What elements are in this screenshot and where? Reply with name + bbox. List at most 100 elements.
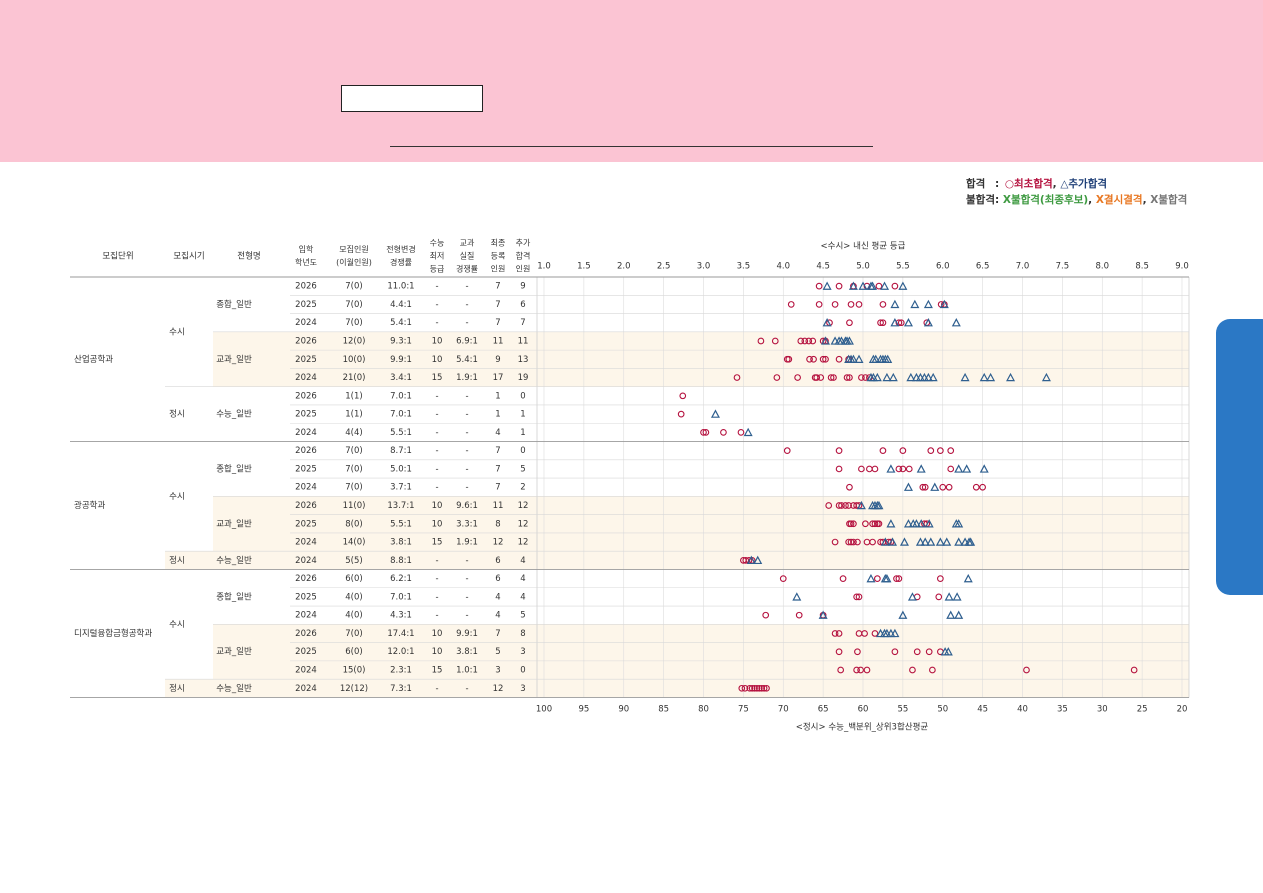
side-tab[interactable] xyxy=(1216,319,1263,595)
cell-csat-0: - xyxy=(435,282,438,292)
extra-pass-mark-5-15 xyxy=(1041,372,1051,382)
extra-pass-mark-5-5 xyxy=(906,372,916,382)
first-pass-mark-21-5 xyxy=(929,666,936,674)
cell-quota-10: 7(0) xyxy=(345,464,362,474)
bottom-tick-1: 95 xyxy=(578,705,589,715)
cell-practical-9: - xyxy=(465,446,468,456)
first-pass-mark-8-3 xyxy=(737,429,745,436)
cell-year-17: 2025 xyxy=(295,592,317,602)
legend-comma-1: , xyxy=(1052,178,1057,190)
extra-pass-mark-4-2 xyxy=(848,354,858,363)
header-enrolled-line-1: 등록 xyxy=(491,252,506,261)
cell-ratio-10: 5.0:1 xyxy=(390,464,412,474)
cell-practical-16: - xyxy=(465,574,468,584)
cell-year-4: 2025 xyxy=(295,355,317,365)
cell-practical-13: 3.3:1 xyxy=(456,519,478,529)
cell-extra-15: 4 xyxy=(520,556,525,566)
first-pass-mark-21-7 xyxy=(1130,666,1138,674)
extra-pass-mark-4-9 xyxy=(883,354,893,363)
extra-pass-mark-0-0 xyxy=(822,281,832,290)
first-pass-mark-22-5 xyxy=(753,684,761,692)
extra-pass-mark-10-4 xyxy=(979,464,989,473)
first-pass-mark-22-2 xyxy=(746,684,754,692)
cell-enrolled-17: 4 xyxy=(495,592,500,602)
cell-quota-17: 4(0) xyxy=(345,592,362,602)
extra-pass-mark-0-5 xyxy=(880,281,890,290)
cell-type-2-1-0: 수능_일반 xyxy=(216,683,252,694)
extra-pass-mark-14-3 xyxy=(915,537,925,546)
first-pass-mark-1-0 xyxy=(787,301,795,308)
extra-pass-mark-5-13 xyxy=(986,372,996,382)
cell-quota-16: 6(0) xyxy=(345,574,362,584)
cell-csat-17: - xyxy=(435,592,438,602)
first-pass-mark-18-0 xyxy=(762,611,770,619)
extra-pass-mark-2-0 xyxy=(822,318,832,327)
cell-type-2-0-0: 종합_일반 xyxy=(216,591,252,602)
header-enrolled-line-0: 최종 xyxy=(491,238,506,248)
first-pass-mark-21-0 xyxy=(837,666,845,674)
cell-extra-19: 8 xyxy=(520,629,525,639)
cell-csat-14: 15 xyxy=(432,538,443,548)
cell-practical-2: - xyxy=(465,318,468,328)
first-pass-mark-9-3 xyxy=(899,447,907,455)
extra-pass-mark-2-1 xyxy=(890,318,900,327)
first-pass-mark-5-6 xyxy=(827,374,835,381)
legend-fail-label: 불합격: xyxy=(966,194,1000,206)
first-pass-mark-19-4 xyxy=(871,630,879,637)
top-tick-12: 7.0 xyxy=(1016,262,1030,272)
cell-quota-19: 7(0) xyxy=(345,629,362,639)
cell-practical-22: - xyxy=(465,684,468,694)
cell-type-1-0-0: 종합_일반 xyxy=(216,463,252,474)
extra-pass-mark-12-4 xyxy=(874,500,884,510)
cell-year-11: 2024 xyxy=(295,483,317,493)
cell-csat-11: - xyxy=(435,483,438,493)
cell-ratio-12: 13.7:1 xyxy=(387,501,414,511)
first-pass-mark-21-3 xyxy=(863,666,871,674)
header-csat-line-1: 최저 xyxy=(430,251,445,261)
first-pass-mark-11-5 xyxy=(972,483,980,491)
cell-csat-22: - xyxy=(435,684,438,694)
cell-year-19: 2026 xyxy=(295,629,317,639)
top-tick-3: 2.5 xyxy=(657,262,671,272)
cell-extra-16: 4 xyxy=(520,574,525,584)
extra-pass-mark-12-0 xyxy=(856,500,866,510)
cell-quota-5: 21(0) xyxy=(343,373,366,383)
cell-year-1: 2025 xyxy=(295,300,317,310)
cell-practical-18: - xyxy=(465,611,468,621)
cell-ratio-1: 4.4:1 xyxy=(390,300,412,310)
first-pass-mark-8-2 xyxy=(720,429,727,436)
first-pass-mark-9-4 xyxy=(927,447,935,455)
cell-period-0-0: 수시 xyxy=(169,327,185,337)
legend-pass-row: 합격 : ○최초합격, △추가합격 xyxy=(966,176,1187,192)
first-pass-mark-12-1 xyxy=(835,502,843,509)
legend-comma-2: , xyxy=(1088,194,1093,206)
extra-pass-mark-18-1 xyxy=(898,610,908,619)
first-pass-mark-11-1 xyxy=(919,483,927,491)
extra-pass-mark-8-0 xyxy=(743,427,753,437)
cell-practical-1: - xyxy=(465,300,468,310)
cell-csat-6: - xyxy=(435,391,438,401)
cell-ratio-6: 7.0:1 xyxy=(390,391,412,401)
cell-enrolled-13: 8 xyxy=(495,519,500,529)
first-pass-mark-9-6 xyxy=(947,447,955,455)
cell-csat-10: - xyxy=(435,464,438,474)
cell-quota-18: 4(0) xyxy=(345,611,362,621)
first-pass-mark-16-2 xyxy=(874,575,881,582)
first-pass-mark-21-2 xyxy=(857,666,864,674)
first-pass-mark-21-1 xyxy=(853,666,860,674)
first-pass-mark-20-3 xyxy=(913,648,921,656)
extra-pass-mark-17-1 xyxy=(907,592,917,601)
cell-enrolled-10: 7 xyxy=(495,464,500,474)
first-pass-mark-3-4 xyxy=(805,337,813,345)
extra-pass-mark-13-7 xyxy=(954,519,964,528)
cell-quota-12: 11(0) xyxy=(343,501,366,511)
cell-enrolled-8: 4 xyxy=(495,428,500,438)
cell-ratio-22: 7.3:1 xyxy=(390,684,412,694)
first-pass-mark-10-7 xyxy=(947,465,955,473)
bottom-tick-10: 50 xyxy=(937,705,948,715)
top-tick-7: 4.5 xyxy=(816,262,830,272)
first-pass-mark-16-5 xyxy=(937,575,944,582)
header-csat-line-0: 수능 xyxy=(430,239,445,248)
first-pass-mark-17-0 xyxy=(853,593,860,601)
